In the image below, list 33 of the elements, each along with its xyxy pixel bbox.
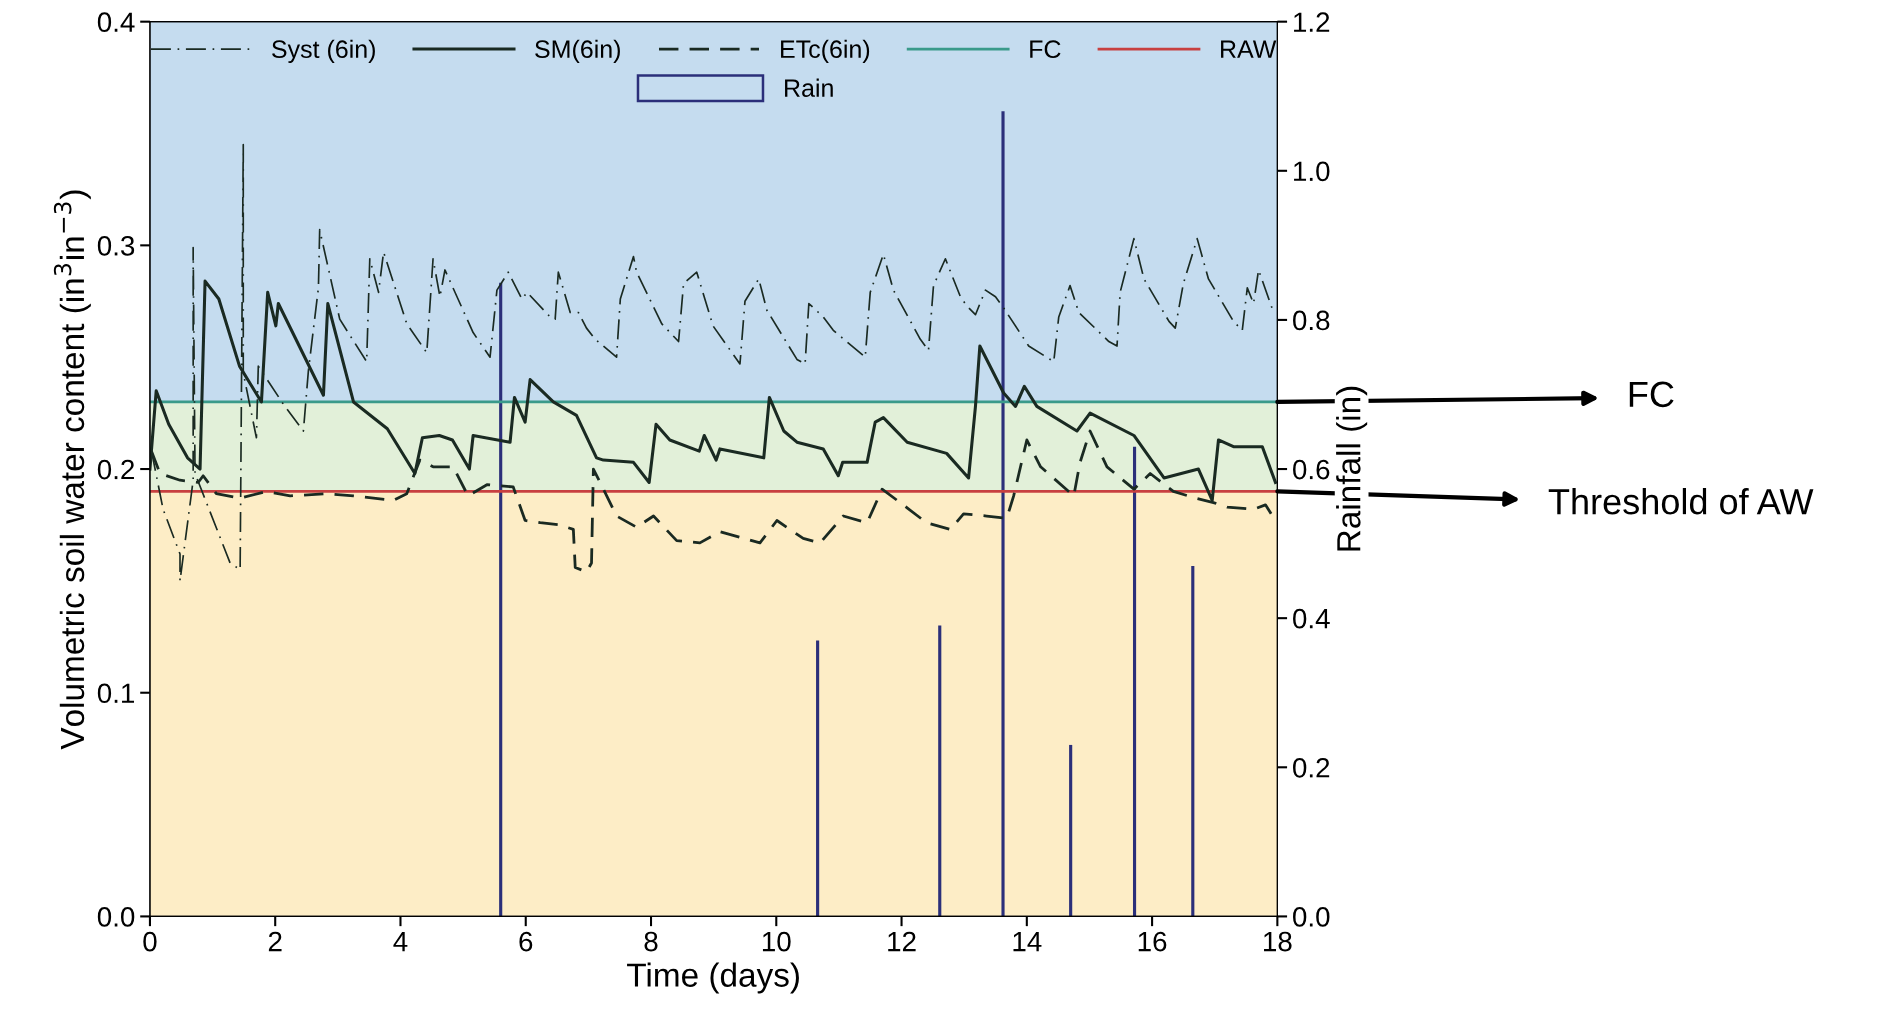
legend-label: SM(6in) — [535, 39, 620, 63]
x-tick-label: 10 — [762, 931, 791, 952]
x-tick-label: 6 — [519, 931, 533, 952]
legend-label: RAW — [1221, 40, 1277, 58]
x-tick-label: 4 — [393, 932, 408, 952]
legend-label: FC — [1030, 40, 1061, 59]
x-tick-label: 14 — [1013, 932, 1042, 952]
y2-tick-label: 0.2 — [1293, 757, 1330, 778]
x-tick-label: 16 — [1138, 931, 1167, 952]
y2-tick-label: 1.2 — [1294, 12, 1330, 32]
x-tick-label: 12 — [888, 931, 916, 952]
y2-tick-label: 0.0 — [1293, 907, 1330, 927]
y-tick-label: 0.1 — [97, 683, 135, 704]
y2-axis-title: Rainfall (in) — [1336, 386, 1368, 551]
x-tick-label: 8 — [644, 931, 658, 952]
y-axis-title: Volumetric soil water content (in$^{3}$in$^{−3}$) — [53, 190, 91, 750]
annotation: FC — [1629, 381, 1674, 408]
annotation: Threshold of AW — [1548, 488, 1814, 515]
y-tick-label: 0.3 — [97, 236, 135, 256]
x-tick-label: 18 — [1264, 931, 1292, 952]
legend-label: Syst (6in) — [272, 39, 375, 63]
y2-tick-label: 0.6 — [1293, 459, 1330, 480]
y2-tick-label: 0.4 — [1293, 608, 1330, 629]
y-tick-label: 0.2 — [97, 459, 134, 480]
y2-tick-label: 0.8 — [1293, 310, 1330, 331]
x-tick-label: 0 — [143, 931, 157, 952]
legend-label: Rain — [785, 78, 833, 97]
x-axis-title: Time (days) — [627, 962, 799, 994]
legend-label: ETc(6in) — [781, 39, 870, 63]
y-tick-label: 0.0 — [97, 907, 135, 927]
y2-tick-label: 1.0 — [1294, 161, 1330, 182]
x-tick-label: 2 — [268, 931, 282, 952]
y-tick-label: 0.4 — [97, 12, 135, 33]
